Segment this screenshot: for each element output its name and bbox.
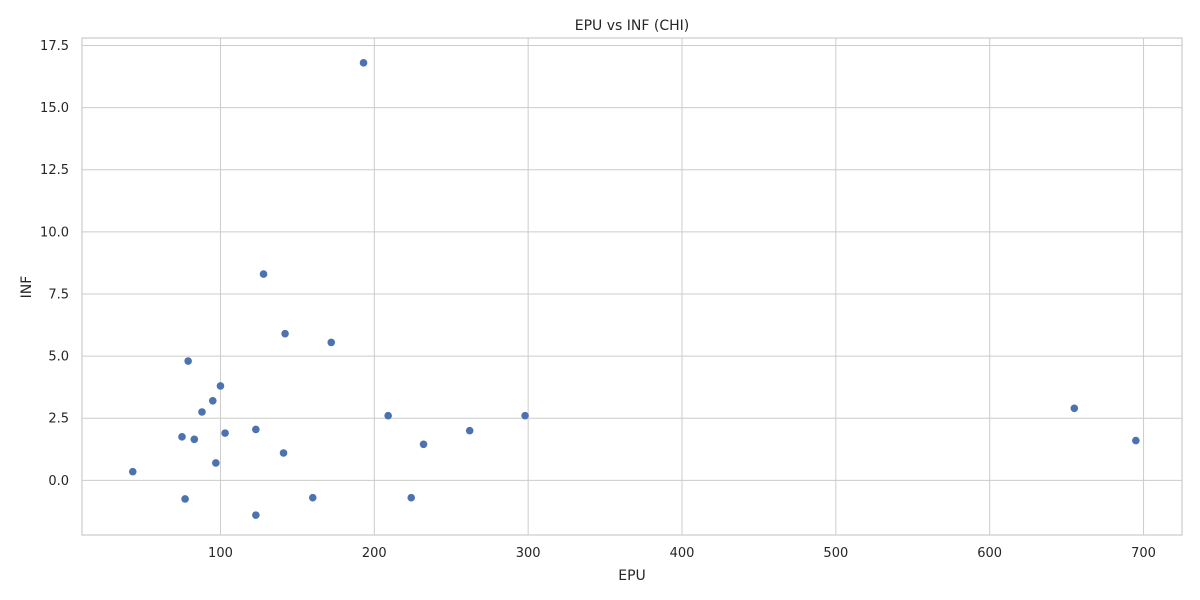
data-point xyxy=(384,411,392,420)
data-point xyxy=(327,338,336,347)
y-tick-label: 12.5 xyxy=(40,163,69,178)
grid-layer xyxy=(82,38,1182,535)
data-point xyxy=(208,397,217,405)
x-tick-label: 400 xyxy=(670,546,695,561)
data-point xyxy=(281,329,289,338)
y-tick-label: 15.0 xyxy=(40,101,69,116)
point-layer xyxy=(128,59,1140,519)
data-point xyxy=(465,426,474,435)
data-point xyxy=(1132,436,1140,445)
data-point xyxy=(521,411,529,420)
x-tick-label: 600 xyxy=(977,546,1002,561)
data-point xyxy=(259,270,268,278)
data-point xyxy=(252,425,260,434)
chart-title: EPU vs INF (CHI) xyxy=(575,18,689,34)
data-point xyxy=(279,449,288,457)
data-point xyxy=(407,493,416,502)
x-axis-label: EPU xyxy=(618,568,646,584)
data-point xyxy=(221,429,229,437)
data-point xyxy=(212,459,220,467)
tick-layer: 100 200 300 400 500 600 700 0.0 2.5 5.0 7.5 10.0 12.… xyxy=(40,39,1156,561)
data-point xyxy=(1070,404,1079,413)
data-point xyxy=(184,357,192,365)
y-tick-label: 10.0 xyxy=(40,225,69,240)
x-tick-label: 300 xyxy=(516,546,541,561)
data-point xyxy=(216,382,225,390)
x-tick-label: 700 xyxy=(1131,546,1156,561)
y-axis-label: INF xyxy=(19,276,35,299)
y-tick-label: 7.5 xyxy=(48,287,69,302)
plot-frame xyxy=(81,37,1183,536)
y-tick-label: 0.0 xyxy=(48,474,69,489)
data-point xyxy=(178,433,186,441)
x-tick-label: 500 xyxy=(823,546,848,561)
data-point xyxy=(419,440,428,449)
y-tick-label: 2.5 xyxy=(48,412,69,427)
y-tick-label: 17.5 xyxy=(40,39,69,54)
data-point xyxy=(252,511,260,519)
data-point xyxy=(190,435,199,444)
data-point xyxy=(181,495,189,503)
data-point xyxy=(128,467,137,476)
x-tick-label: 100 xyxy=(208,546,233,561)
data-point xyxy=(198,408,206,416)
data-point xyxy=(308,493,317,502)
data-point xyxy=(359,59,368,67)
x-tick-label: 200 xyxy=(362,546,387,561)
y-tick-label: 5.0 xyxy=(48,350,69,365)
